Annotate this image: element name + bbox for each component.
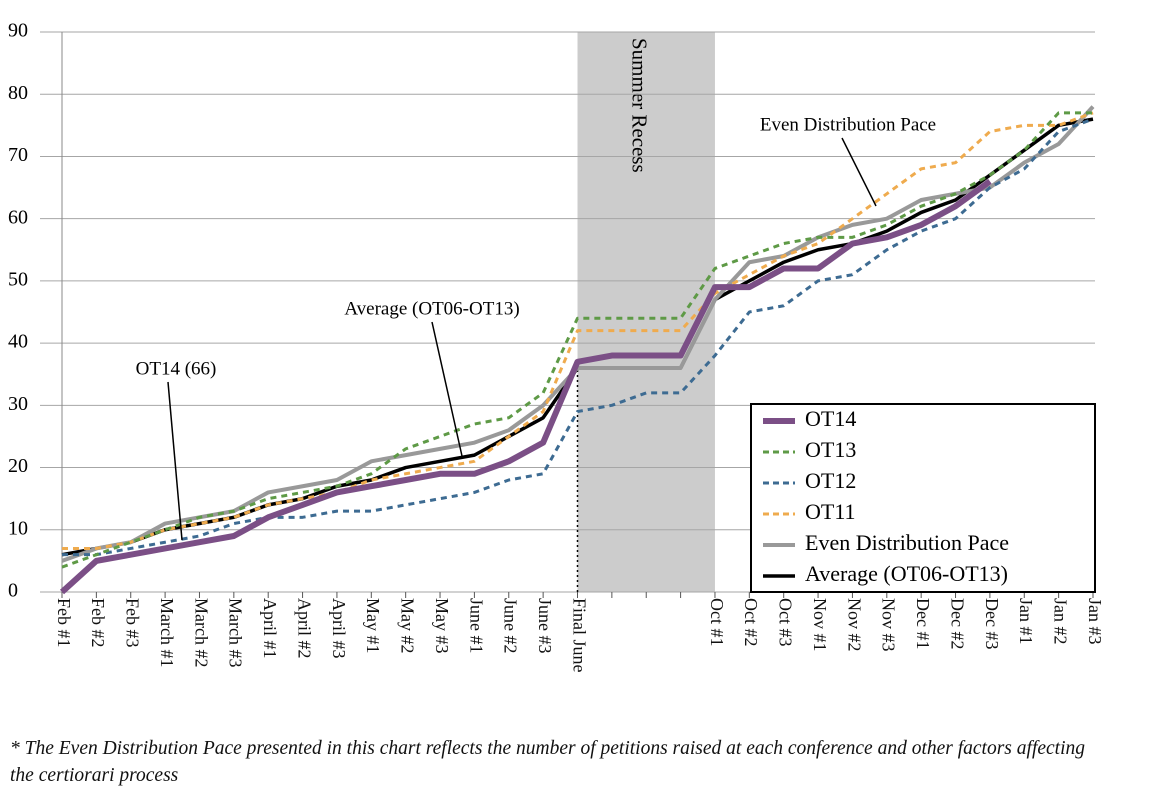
x-tick-label: Jan #2	[1051, 598, 1071, 645]
region-label: Summer Recess	[627, 38, 651, 173]
legend-label: OT11	[805, 499, 856, 524]
annotation-arrow	[431, 321, 463, 457]
legend-label: OT13	[805, 437, 856, 462]
x-tick-label: Jan #1	[1016, 598, 1036, 645]
legend: OT14 OT13 OT12 OT11 Even Distribution Pace Av…	[750, 403, 1096, 593]
x-tick-label: Nov #1	[810, 598, 830, 652]
y-tick-label: 50	[8, 268, 28, 290]
y-tick-label: 90	[8, 20, 28, 42]
y-tick-label: 80	[8, 82, 28, 104]
series-line	[62, 111, 1094, 550]
x-tick-label: Jan #3	[1085, 598, 1105, 645]
shaded-region	[577, 32, 715, 592]
x-tick-label: Nov #2	[844, 598, 864, 652]
x-tick-label: May #3	[432, 598, 452, 654]
x-tick-label: Oct #3	[776, 598, 796, 647]
footnote: * The Even Distribution Pace presented i…	[10, 738, 1086, 786]
x-tick-label: March #1	[157, 598, 177, 667]
x-tick-label: April #1	[260, 598, 280, 659]
x-tick-label: April #2	[294, 598, 314, 659]
x-tick-label: Nov #3	[879, 598, 899, 652]
y-tick-label: 60	[8, 206, 28, 228]
x-tick-label: March #3	[226, 598, 246, 667]
x-tick-label: March #2	[191, 598, 211, 667]
x-tick-label: Oct #2	[741, 598, 761, 647]
y-tick-label: 40	[8, 331, 28, 353]
x-tick-label: Final June	[569, 598, 589, 673]
x-tick-label: Dec #3	[982, 598, 1002, 649]
legend-box	[750, 403, 1096, 593]
annotation-arrow	[841, 137, 877, 207]
y-tick-label: 0	[8, 580, 18, 602]
x-tick-label: May #2	[398, 598, 418, 654]
chart: Summer Recess 0 10 20 30 40 50 60 70 80 90 Feb #1 Fe…	[8, 20, 1105, 673]
annotation-arrow	[167, 381, 183, 541]
series-line	[59, 178, 992, 595]
y-tick-label: 70	[8, 144, 28, 166]
y-tick-label: 20	[8, 455, 28, 477]
x-tick-label: Feb #1	[54, 598, 74, 648]
series-line	[61, 111, 1093, 569]
x-tick-label: Dec #1	[913, 598, 933, 649]
series-line	[62, 117, 1094, 557]
legend-label: Even Distribution Pace	[805, 530, 1009, 555]
x-tick-label: Feb #3	[123, 598, 143, 648]
x-tick-label: May #1	[363, 598, 383, 654]
y-tick-label: 10	[8, 517, 28, 539]
annotation: OT14 (66)	[136, 358, 217, 379]
y-tick-label: 30	[8, 393, 28, 415]
annotation: Even Distribution Pace	[760, 114, 936, 135]
x-tick-label: Dec #2	[947, 598, 967, 649]
x-tick-label: Feb #2	[88, 598, 108, 648]
x-tick-label: June #2	[501, 598, 521, 654]
x-tick-label: Oct #1	[707, 598, 727, 647]
legend-label: Average (OT06-OT13)	[805, 561, 1008, 586]
legend-label: OT12	[805, 468, 856, 493]
legend-label: OT14	[805, 406, 856, 431]
annotation: Average (OT06-OT13)	[344, 298, 519, 319]
x-tick-label: June #1	[466, 598, 486, 654]
x-tick-label: June #3	[535, 598, 555, 654]
x-tick-label: April #3	[329, 598, 349, 659]
